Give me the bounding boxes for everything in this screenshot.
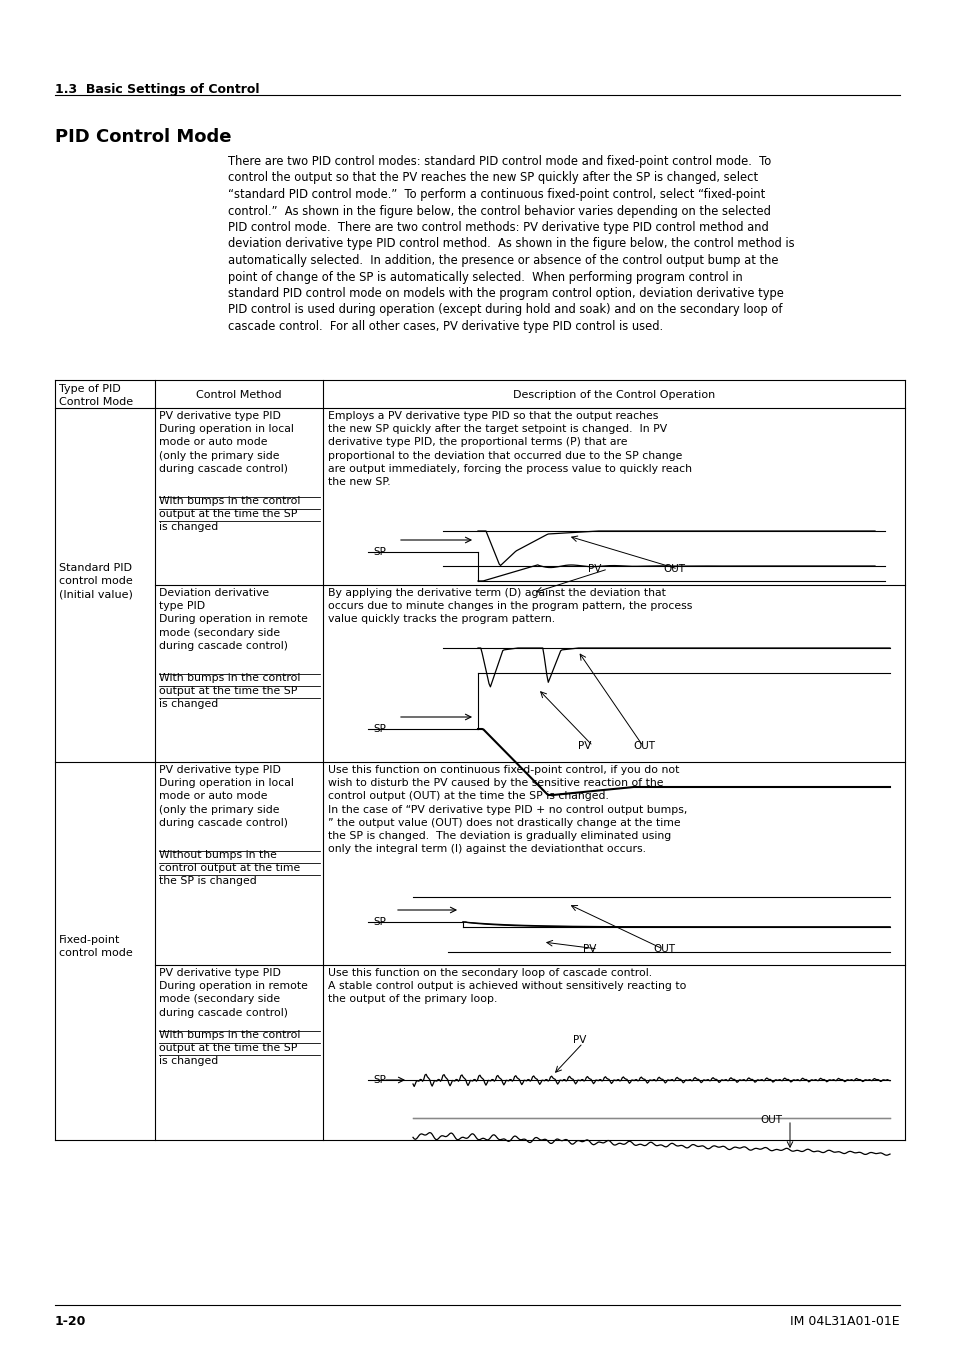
Text: PID control is used during operation (except during hold and soak) and on the se: PID control is used during operation (ex… (228, 304, 781, 316)
Text: PV: PV (587, 563, 600, 574)
Text: control.”  As shown in the figure below, the control behavior varies depending o: control.” As shown in the figure below, … (228, 204, 770, 218)
Text: With bumps in the control
output at the time the SP
is changed: With bumps in the control output at the … (159, 673, 300, 709)
Text: PID control mode.  There are two control methods: PV derivative type PID control: PID control mode. There are two control … (228, 222, 768, 234)
Text: PV: PV (578, 740, 591, 751)
Text: PV derivative type PID
During operation in remote
mode (secondary side
during ca: PV derivative type PID During operation … (159, 969, 308, 1017)
Text: OUT: OUT (760, 1115, 781, 1125)
Text: With bumps in the control
output at the time the SP
is changed: With bumps in the control output at the … (159, 496, 300, 532)
Text: point of change of the SP is automatically selected.  When performing program co: point of change of the SP is automatical… (228, 270, 742, 284)
Text: OUT: OUT (652, 944, 675, 954)
Text: Use this function on the secondary loop of cascade control.
A stable control out: Use this function on the secondary loop … (328, 969, 685, 1004)
Text: OUT: OUT (662, 563, 684, 574)
Text: SP: SP (373, 547, 385, 557)
Text: PV: PV (573, 1035, 586, 1046)
Text: standard PID control mode on models with the program control option, deviation d: standard PID control mode on models with… (228, 286, 783, 300)
Text: SP: SP (373, 917, 385, 927)
Text: 1-20: 1-20 (55, 1315, 87, 1328)
Text: Without bumps in the
control output at the time
the SP is changed: Without bumps in the control output at t… (159, 850, 300, 886)
Text: PID Control Mode: PID Control Mode (55, 128, 232, 146)
Text: Use this function on continuous fixed-point control, if you do not
wish to distu: Use this function on continuous fixed-po… (328, 765, 687, 854)
Text: control the output so that the PV reaches the new SP quickly after the SP is cha: control the output so that the PV reache… (228, 172, 758, 185)
Text: deviation derivative type PID control method.  As shown in the figure below, the: deviation derivative type PID control me… (228, 238, 794, 250)
Text: OUT: OUT (633, 740, 655, 751)
Text: There are two PID control modes: standard PID control mode and fixed-point contr: There are two PID control modes: standar… (228, 155, 770, 168)
Text: PV: PV (582, 944, 596, 954)
Text: Control Method: Control Method (196, 390, 281, 400)
Text: IM 04L31A01-01E: IM 04L31A01-01E (789, 1315, 899, 1328)
Text: SP: SP (373, 1075, 385, 1085)
Text: cascade control.  For all other cases, PV derivative type PID control is used.: cascade control. For all other cases, PV… (228, 320, 662, 332)
Text: SP: SP (373, 724, 385, 734)
Text: PV derivative type PID
During operation in local
mode or auto mode
(only the pri: PV derivative type PID During operation … (159, 411, 294, 474)
Text: PV derivative type PID
During operation in local
mode or auto mode
(only the pri: PV derivative type PID During operation … (159, 765, 294, 828)
Text: By applying the derivative term (D) against the deviation that
occurs due to min: By applying the derivative term (D) agai… (328, 588, 692, 624)
Text: Fixed-point
control mode: Fixed-point control mode (59, 935, 132, 958)
Text: Employs a PV derivative type PID so that the output reaches
the new SP quickly a: Employs a PV derivative type PID so that… (328, 411, 691, 486)
Text: Standard PID
control mode
(Initial value): Standard PID control mode (Initial value… (59, 563, 132, 600)
Text: Type of PID
Control Mode: Type of PID Control Mode (59, 384, 133, 407)
Text: Deviation derivative
type PID
During operation in remote
mode (secondary side
du: Deviation derivative type PID During ope… (159, 588, 308, 651)
Text: automatically selected.  In addition, the presence or absence of the control out: automatically selected. In addition, the… (228, 254, 778, 267)
Text: 1.3  Basic Settings of Control: 1.3 Basic Settings of Control (55, 82, 259, 96)
Text: Description of the Control Operation: Description of the Control Operation (513, 390, 715, 400)
Text: “standard PID control mode.”  To perform a continuous fixed-point control, selec: “standard PID control mode.” To perform … (228, 188, 764, 201)
Text: With bumps in the control
output at the time the SP
is changed: With bumps in the control output at the … (159, 1029, 300, 1066)
